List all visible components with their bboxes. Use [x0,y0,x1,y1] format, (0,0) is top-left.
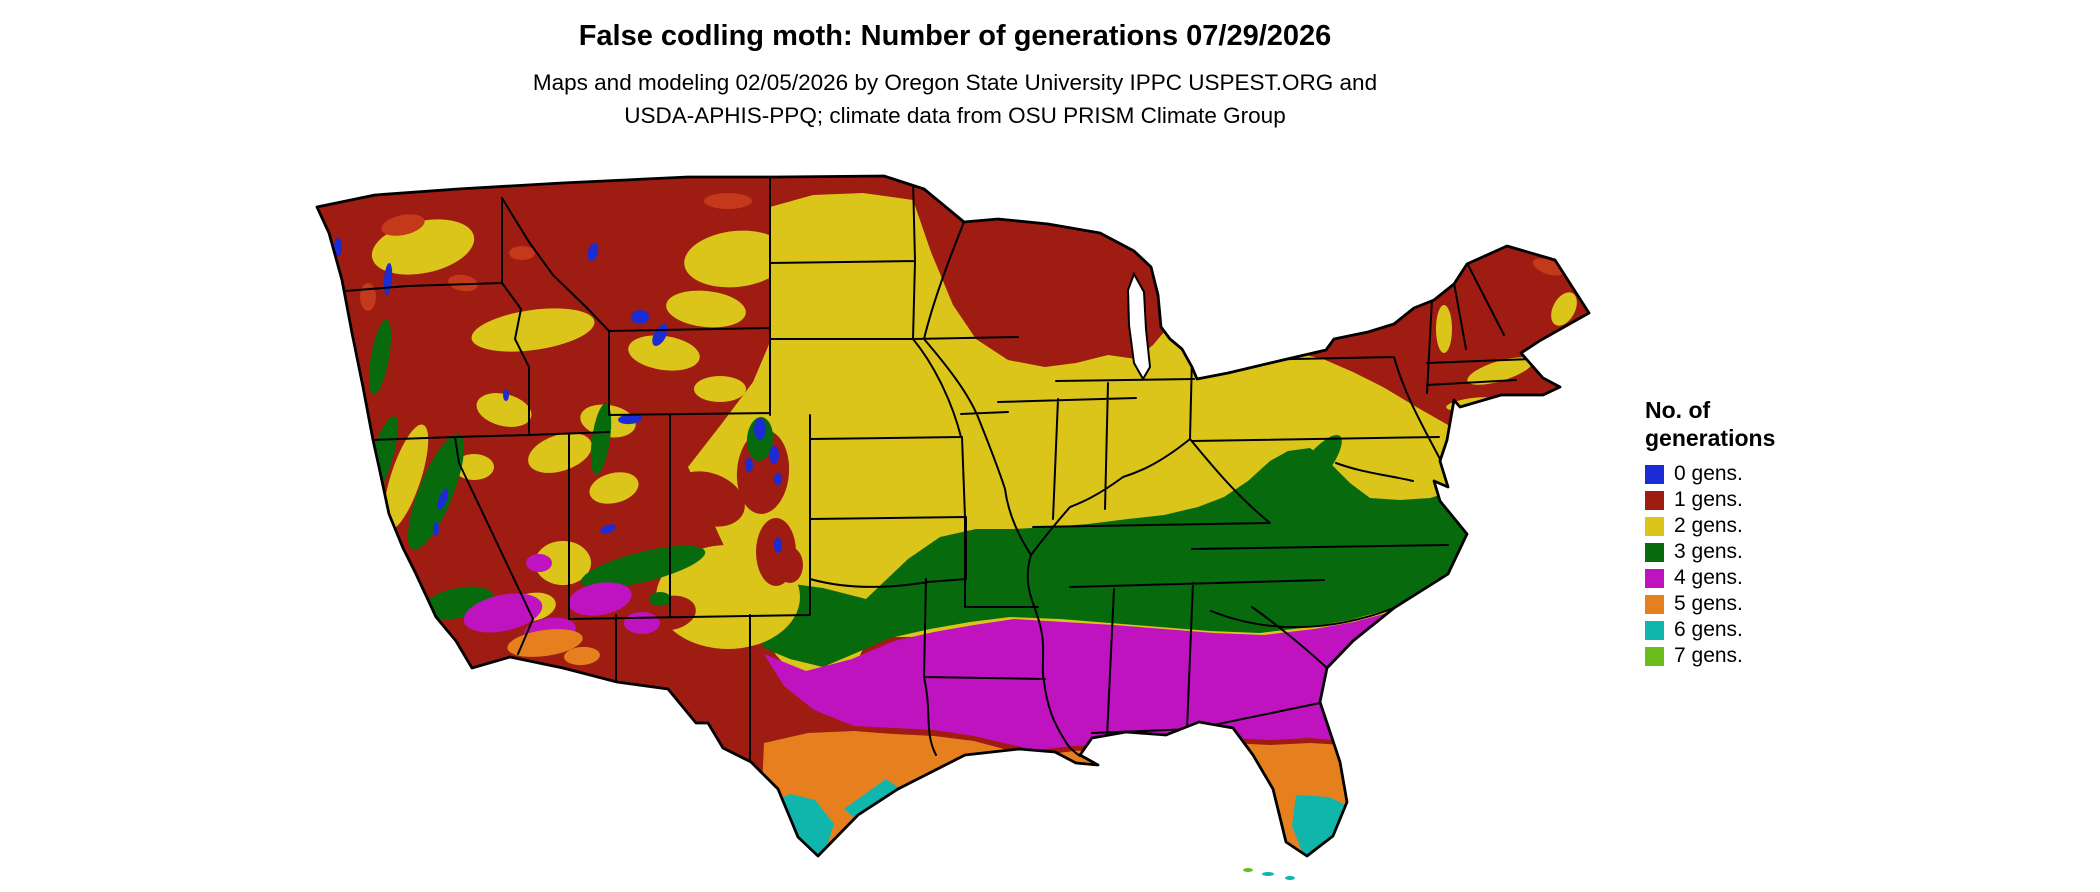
legend-swatch [1645,568,1664,588]
legend-title-line-2: generations [1645,425,1776,451]
us-outline [315,174,1591,858]
page-title: False codling moth: Number of generation… [578,20,1332,52]
legend-label: 0 gens. [1674,462,1743,485]
lake-michigan [1126,271,1152,382]
yellow-patches [371,219,1577,649]
zone-3-gens [748,448,1493,667]
legend-label: 1 gens. [1674,488,1743,511]
legend-swatch [1645,516,1664,536]
legend-item: 7 gens. [1645,643,1885,669]
legend-swatch [1645,620,1664,640]
legend-item: 2 gens. [1645,513,1885,539]
legend-title-line-1: No. of [1645,397,1711,423]
page-subtitle: Maps and modeling 02/05/2026 by Oregon S… [305,66,1605,132]
legend-item: 5 gens. [1645,591,1885,617]
legend-item: 1 gens. [1645,487,1885,513]
legend-item: 6 gens. [1645,617,1885,643]
legend-label: 2 gens. [1674,514,1743,537]
legend-label: 5 gens. [1674,592,1743,615]
green-patches [361,319,1342,620]
legend-swatch [1645,490,1664,510]
legend: No. of generations 0 gens. 1 gens. 2 gen… [1645,396,1885,669]
map-raster-layers [317,176,1589,856]
us-map-container [308,167,1598,882]
legend-items: 0 gens. 1 gens. 2 gens. 3 gens. 4 gens. … [1645,461,1885,669]
legend-swatch [1645,542,1664,562]
zone-5-gens [758,731,1350,856]
legend-label: 3 gens. [1674,540,1743,563]
zone-6-gens-texas-coast [844,779,899,820]
legend-label: 4 gens. [1674,566,1743,589]
legend-item: 4 gens. [1645,565,1885,591]
legend-item: 0 gens. [1645,461,1885,487]
legend-swatch [1645,594,1664,614]
legend-swatch [1645,464,1664,484]
subtitle-line-2: USDA-APHIS-PPQ; climate data from OSU PR… [624,103,1286,128]
florida-keys [1243,868,1295,880]
subtitle-line-1: Maps and modeling 02/05/2026 by Oregon S… [532,70,1378,95]
legend-swatch [1645,646,1664,666]
zone-4-gens [764,610,1398,750]
legend-item: 3 gens. [1645,539,1885,565]
us-generations-map [315,174,1591,880]
header: False codling moth: Number of generation… [305,18,1605,132]
legend-label: 7 gens. [1674,644,1743,667]
legend-label: 6 gens. [1674,618,1743,641]
legend-title: No. of generations [1645,396,1885,452]
